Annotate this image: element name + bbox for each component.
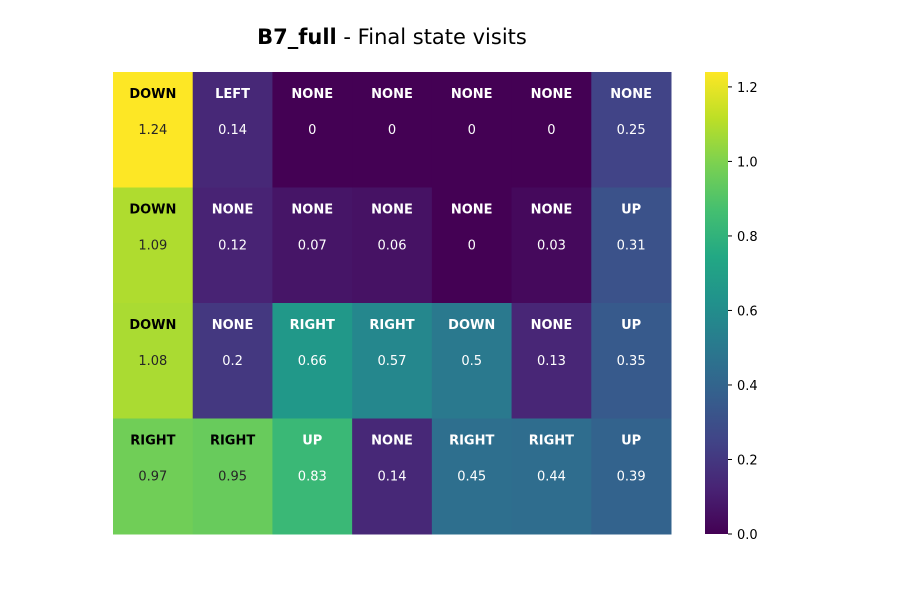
heatmap-cell — [511, 187, 592, 304]
heatmap-cell — [352, 72, 433, 188]
heatmap-cell — [591, 303, 672, 419]
colorbar-ticks: 0.0 0.2 0.4 0.6 0.8 1.0 1.2 — [728, 81, 758, 543]
chart-title: B7_full - Final state visits — [257, 25, 527, 49]
heatmap-cell — [192, 418, 273, 535]
cell-value-label: 0.31 — [617, 239, 646, 254]
cell-value-label: 0 — [547, 123, 555, 138]
heatmap-cell — [192, 72, 273, 188]
colorbar-tick-label: 0.2 — [737, 453, 758, 468]
cell-value-label: 0.97 — [138, 470, 167, 485]
cell-action-label: RIGHT — [529, 434, 574, 449]
cell-value-label: 0.06 — [378, 239, 407, 254]
cell-value-label: 0 — [468, 123, 476, 138]
heatmap-cell — [113, 418, 194, 535]
cell-action-label: NONE — [531, 318, 573, 333]
cell-action-label: RIGHT — [369, 318, 414, 333]
cell-action-label: NONE — [531, 203, 573, 218]
cell-value-label: 0.5 — [461, 354, 482, 369]
cell-value-label: 0 — [388, 123, 396, 138]
heatmap-cell — [113, 187, 194, 304]
heatmap-cell — [272, 303, 353, 419]
cell-value-label: 0.44 — [537, 470, 566, 485]
heatmap-cell — [272, 418, 353, 535]
cell-action-label: RIGHT — [130, 434, 175, 449]
cell-action-label: UP — [621, 203, 641, 218]
heatmap-cell — [431, 418, 513, 535]
cell-value-label: 0.2 — [222, 354, 243, 369]
cell-value-label: 0 — [468, 239, 476, 254]
heatmap-cell — [192, 187, 273, 304]
heatmap-grid: DOWN 1.24 LEFT 0.14 NONE 0 NONE 0 NONE 0 NONE 0 NONE… — [113, 72, 672, 535]
cell-value-label: 0.57 — [378, 354, 407, 369]
cell-action-label: NONE — [212, 318, 254, 333]
cell-value-label: 0.13 — [537, 354, 566, 369]
cell-action-label: NONE — [291, 203, 333, 218]
heatmap-cell — [591, 187, 672, 304]
cell-action-label: DOWN — [129, 87, 176, 102]
colorbar-tick-label: 1.0 — [737, 155, 758, 170]
heatmap-cell — [352, 303, 433, 419]
heatmap-cell — [431, 187, 513, 304]
heatmap-cell — [352, 187, 433, 304]
chart-title-rest: - Final state visits — [337, 25, 527, 49]
colorbar-tick-label: 0.4 — [737, 379, 758, 394]
heatmap-cell — [591, 72, 672, 188]
colorbar — [705, 72, 728, 534]
cell-action-label: RIGHT — [210, 434, 255, 449]
cell-action-label: UP — [302, 434, 322, 449]
cell-value-label: 1.24 — [138, 123, 167, 138]
heatmap-cell — [192, 303, 273, 419]
cell-action-label: NONE — [451, 203, 493, 218]
cell-action-label: UP — [621, 434, 641, 449]
cell-action-label: NONE — [610, 87, 652, 102]
colorbar-tick-label: 0.0 — [737, 528, 758, 543]
cell-action-label: NONE — [212, 203, 254, 218]
cell-value-label: 0.14 — [378, 470, 407, 485]
colorbar-tick-label: 1.2 — [737, 81, 758, 96]
cell-value-label: 0.66 — [298, 354, 327, 369]
cell-value-label: 1.09 — [138, 239, 167, 254]
heatmap-cell — [591, 418, 672, 535]
cell-action-label: NONE — [451, 87, 493, 102]
cell-value-label: 0.83 — [298, 470, 327, 485]
heatmap-cell — [272, 72, 353, 188]
cell-value-label: 1.08 — [138, 354, 167, 369]
heatmap-cell — [113, 303, 194, 419]
cell-value-label: 0.35 — [617, 354, 646, 369]
cell-action-label: RIGHT — [290, 318, 335, 333]
cell-action-label: UP — [621, 318, 641, 333]
cell-action-label: NONE — [371, 434, 413, 449]
cell-action-label: NONE — [371, 87, 413, 102]
cell-action-label: NONE — [371, 203, 413, 218]
heatmap-cell — [431, 303, 513, 419]
heatmap-cell — [511, 72, 592, 188]
cell-action-label: LEFT — [215, 87, 250, 102]
colorbar-tick-label: 0.6 — [737, 304, 758, 319]
heatmap-cell — [511, 418, 592, 535]
cell-action-label: NONE — [291, 87, 333, 102]
heatmap-cell — [431, 72, 513, 188]
cell-value-label: 0.14 — [218, 123, 247, 138]
heatmap-cell — [272, 187, 353, 304]
cell-action-label: DOWN — [129, 203, 176, 218]
heatmap-cell — [352, 418, 433, 535]
cell-action-label: NONE — [531, 87, 573, 102]
cell-action-label: RIGHT — [449, 434, 494, 449]
cell-value-label: 0.07 — [298, 239, 327, 254]
cell-value-label: 0.95 — [218, 470, 247, 485]
cell-action-label: DOWN — [129, 318, 176, 333]
cell-value-label: 0.39 — [617, 470, 646, 485]
heatmap-cell — [511, 303, 592, 419]
cell-value-label: 0 — [308, 123, 316, 138]
cell-value-label: 0.25 — [617, 123, 646, 138]
chart-title-bold: B7_full — [257, 25, 337, 49]
cell-value-label: 0.03 — [537, 239, 566, 254]
cell-value-label: 0.45 — [457, 470, 486, 485]
heatmap-cell — [113, 72, 194, 188]
cell-action-label: DOWN — [448, 318, 495, 333]
cell-value-label: 0.12 — [218, 239, 247, 254]
colorbar-tick-label: 0.8 — [737, 230, 758, 245]
